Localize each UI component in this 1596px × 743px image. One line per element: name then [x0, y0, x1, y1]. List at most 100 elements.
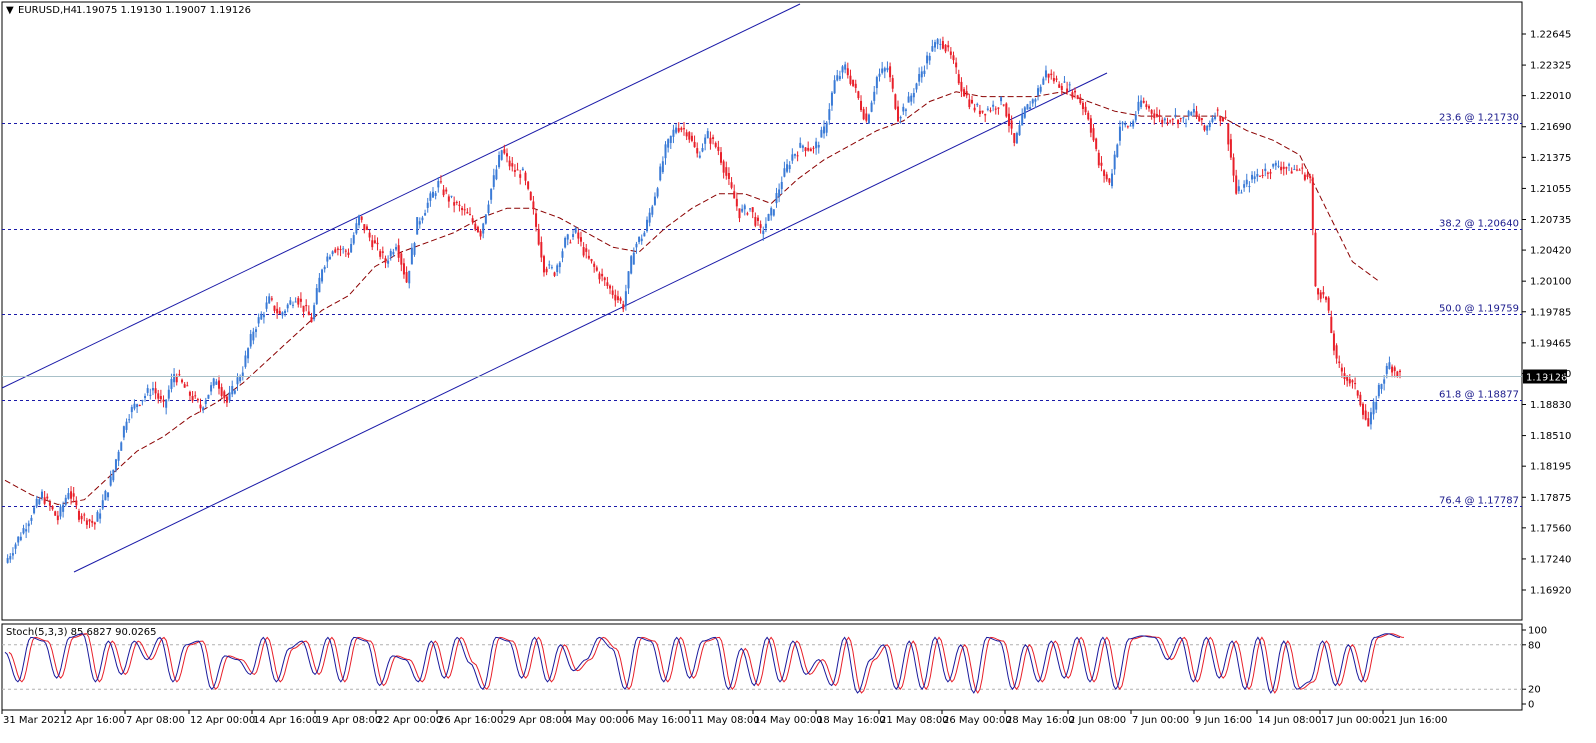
bear-candle: [186, 385, 189, 387]
bear-candle: [941, 41, 944, 49]
bear-candle: [960, 81, 963, 92]
bull-candle: [321, 269, 324, 282]
bull-candle: [96, 512, 99, 522]
bull-candle: [1184, 122, 1187, 124]
stoch-signal-line[interactable]: [8, 633, 1405, 694]
bear-candle: [339, 249, 342, 251]
bull-candle: [331, 251, 334, 255]
bear-candle: [751, 207, 754, 213]
bear-candle: [1317, 288, 1320, 295]
bear-candle: [812, 147, 815, 149]
bull-candle: [1137, 101, 1140, 111]
bear-candle: [458, 204, 461, 206]
bear-candle: [712, 137, 715, 140]
bear-candle: [453, 202, 456, 206]
bull-candle: [817, 144, 820, 148]
bull-candle: [424, 213, 427, 216]
bull-candle: [265, 302, 268, 309]
bear-candle: [46, 496, 49, 499]
bear-candle: [609, 285, 612, 289]
bull-candle: [247, 348, 250, 359]
x-tick-label: 21 Jun 16:00: [1384, 715, 1448, 726]
bull-candle: [352, 235, 355, 244]
bear-candle: [54, 511, 57, 516]
bear-candle: [368, 232, 371, 238]
bear-candle: [402, 263, 405, 275]
bear-candle: [677, 128, 680, 132]
bull-candle: [9, 556, 12, 560]
bull-candle: [778, 189, 781, 198]
bull-candle: [408, 270, 411, 284]
moving-average-line[interactable]: [4, 91, 1380, 506]
y-tick-label: 1.17560: [1530, 523, 1571, 534]
bull-candle: [490, 188, 493, 200]
bull-candle: [1383, 379, 1386, 384]
bear-candle: [1010, 120, 1013, 129]
bear-candle: [1092, 128, 1095, 141]
bear-candle: [347, 252, 350, 255]
bull-candle: [904, 109, 907, 111]
bear-candle: [194, 395, 197, 397]
bull-candle: [450, 195, 453, 197]
bear-candle: [1074, 90, 1077, 93]
bull-candle: [358, 215, 361, 226]
bull-candle: [1037, 88, 1040, 96]
bull-candle: [167, 389, 170, 399]
bull-candle: [1240, 192, 1243, 194]
x-tick-label: 17 Jun 00:00: [1321, 715, 1385, 726]
bear-candle: [1216, 109, 1219, 111]
bear-candle: [535, 213, 538, 227]
bear-candle: [83, 514, 86, 516]
bear-candle: [553, 272, 556, 276]
bull-candle: [241, 372, 244, 377]
bull-candle: [672, 129, 675, 137]
bull-candle: [828, 109, 831, 120]
channel-lower-line[interactable]: [73, 72, 1108, 573]
bear-candle: [1303, 174, 1306, 180]
bull-candle: [651, 206, 654, 215]
bull-candle: [482, 223, 485, 234]
bear-candle: [1179, 117, 1182, 119]
header-arrow-icon[interactable]: ▼: [6, 5, 14, 16]
bull-candle: [770, 208, 773, 216]
bear-candle: [363, 224, 366, 231]
bear-candle: [865, 113, 868, 121]
bull-candle: [257, 317, 260, 324]
bull-candle: [648, 212, 651, 223]
bull-candle: [1264, 168, 1267, 171]
bear-candle: [91, 520, 94, 523]
bull-candle: [17, 536, 20, 543]
bull-candle: [1293, 169, 1296, 171]
bear-candle: [154, 388, 157, 394]
bull-candle: [328, 256, 331, 260]
bear-candle: [606, 282, 609, 286]
stoch-main-line[interactable]: [4, 633, 1401, 694]
bear-candle: [1219, 116, 1222, 122]
bull-candle: [1031, 99, 1034, 104]
bull-candle: [572, 234, 575, 238]
x-tick-label: 4 May 00:00: [566, 715, 628, 726]
bull-candle: [1121, 122, 1124, 125]
bear-candle: [1338, 361, 1341, 364]
bear-candle: [947, 45, 950, 48]
bear-candle: [696, 148, 699, 154]
bull-candle: [165, 399, 168, 408]
bear-candle: [614, 294, 617, 301]
bull-candle: [434, 193, 437, 196]
bull-candle: [915, 83, 918, 90]
bull-candle: [413, 243, 416, 255]
bear-candle: [894, 94, 897, 109]
bear-candle: [846, 68, 849, 76]
bear-candle: [1227, 123, 1230, 145]
bear-candle: [511, 163, 514, 167]
bear-candle: [1198, 116, 1201, 122]
bull-candle: [1245, 179, 1248, 185]
y-tick-label: 1.20100: [1530, 277, 1571, 288]
bull-candle: [421, 217, 424, 221]
bull-candle: [350, 243, 353, 253]
bull-candle: [638, 236, 641, 243]
bear-candle: [719, 152, 722, 163]
channel-upper-line[interactable]: [1, 3, 801, 389]
bull-candle: [1274, 162, 1277, 166]
bull-candle: [416, 217, 419, 235]
